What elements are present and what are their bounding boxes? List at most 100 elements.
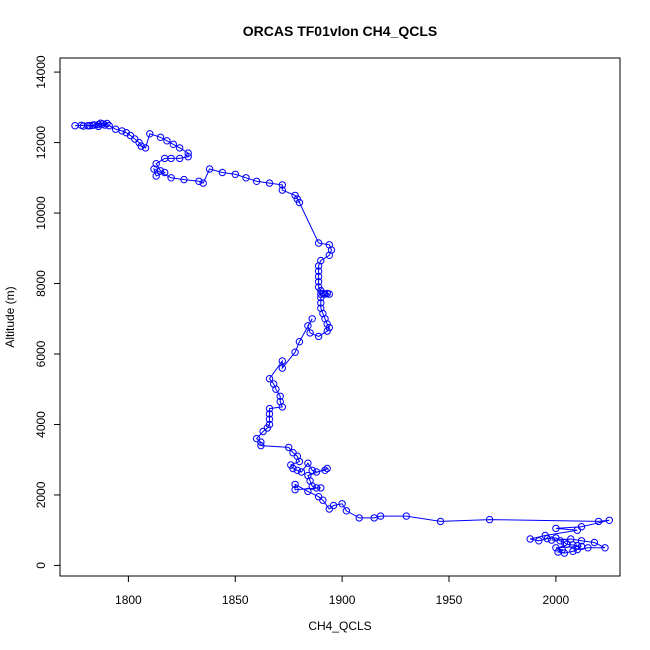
data-point [325, 251, 333, 260]
data-point [295, 457, 304, 466]
y-tick-label: 12000 [34, 126, 48, 160]
data-point [156, 133, 165, 142]
data-point [317, 299, 325, 307]
data-point [535, 537, 543, 545]
data-point [297, 468, 306, 476]
plot-frame [59, 57, 621, 577]
series-layer [71, 119, 613, 557]
data-point [314, 239, 323, 247]
y-tick-label: 10000 [34, 196, 48, 230]
data-point [131, 135, 139, 143]
data-point [184, 149, 192, 157]
data-point [278, 186, 286, 194]
data-point [560, 549, 569, 557]
data-point [321, 466, 329, 474]
x-tick-label: 2000 [543, 593, 570, 607]
data-point [560, 538, 569, 547]
data-point [308, 466, 316, 474]
data-point [573, 526, 581, 534]
data-point [146, 130, 154, 138]
data-point [156, 167, 165, 175]
data-point [584, 544, 592, 552]
data-point [242, 174, 250, 182]
chart-title: ORCAS TF01vlon CH4_QCLS [243, 23, 437, 39]
data-point [295, 198, 304, 207]
data-point [376, 512, 385, 520]
data-point [601, 544, 609, 552]
data-point [323, 327, 331, 335]
y-axis: 0 2000 4000 6000 8000 10000 12000 14000 [34, 55, 61, 569]
x-axis-label: CH4_QCLS [308, 619, 371, 633]
data-point [176, 154, 184, 163]
data-point [167, 174, 175, 182]
data-point [257, 438, 265, 446]
data-point [338, 500, 346, 508]
x-tick-label: 1850 [222, 593, 249, 607]
data-point [195, 177, 203, 186]
x-tick-label: 1800 [115, 593, 142, 607]
data-point [105, 122, 113, 130]
data-point [402, 512, 410, 520]
y-tick-label: 2000 [34, 481, 48, 508]
data-point [304, 459, 312, 467]
data-point [163, 137, 171, 145]
data-point [272, 385, 280, 393]
data-point [265, 410, 274, 418]
data-point [96, 119, 105, 127]
data-point [137, 142, 145, 150]
data-point [285, 443, 293, 452]
data-point [291, 486, 299, 494]
data-point [317, 293, 325, 302]
data-point [485, 515, 494, 524]
data-point [314, 332, 323, 341]
data-point [312, 468, 321, 476]
data-point [314, 267, 323, 275]
data-point [278, 357, 286, 365]
data-point [556, 537, 564, 545]
data-point [278, 181, 286, 189]
data-point [118, 127, 126, 135]
data-point [314, 272, 323, 281]
data-point [231, 170, 240, 179]
y-axis-label: Altitude (m) [3, 286, 17, 347]
data-point [314, 283, 323, 291]
data-point [323, 320, 331, 328]
data-point [306, 329, 314, 337]
y-tick-label: 6000 [34, 340, 48, 367]
data-point [329, 501, 338, 510]
data-point [308, 482, 316, 490]
data-point [259, 427, 267, 436]
data-point [573, 542, 581, 550]
data-point [184, 153, 192, 161]
data-point [141, 144, 150, 152]
data-point [199, 179, 207, 187]
y-tick-label: 14000 [34, 55, 48, 89]
data-point [218, 168, 227, 177]
data-point [265, 415, 274, 423]
data-point [304, 322, 312, 330]
data-point [265, 404, 274, 413]
data-point [325, 290, 333, 298]
data-point [342, 507, 351, 515]
data-point [323, 464, 331, 473]
data-point [152, 172, 160, 180]
x-axis: 1800 1850 1900 1950 2000 [115, 575, 570, 607]
data-point [605, 516, 613, 524]
y-tick-label: 0 [34, 562, 48, 569]
data-point [314, 262, 323, 270]
data-point [317, 484, 325, 492]
data-point [552, 524, 560, 533]
data-point [265, 179, 274, 187]
data-point [289, 464, 297, 473]
data-point [257, 441, 265, 450]
data-point [276, 392, 284, 400]
data-point [543, 534, 551, 543]
data-point [252, 177, 261, 186]
data-point [594, 517, 603, 526]
data-point [291, 191, 299, 200]
data-point [295, 338, 304, 346]
data-point [180, 175, 188, 184]
data-point [569, 547, 577, 555]
data-point [79, 122, 88, 130]
data-point [304, 487, 312, 496]
